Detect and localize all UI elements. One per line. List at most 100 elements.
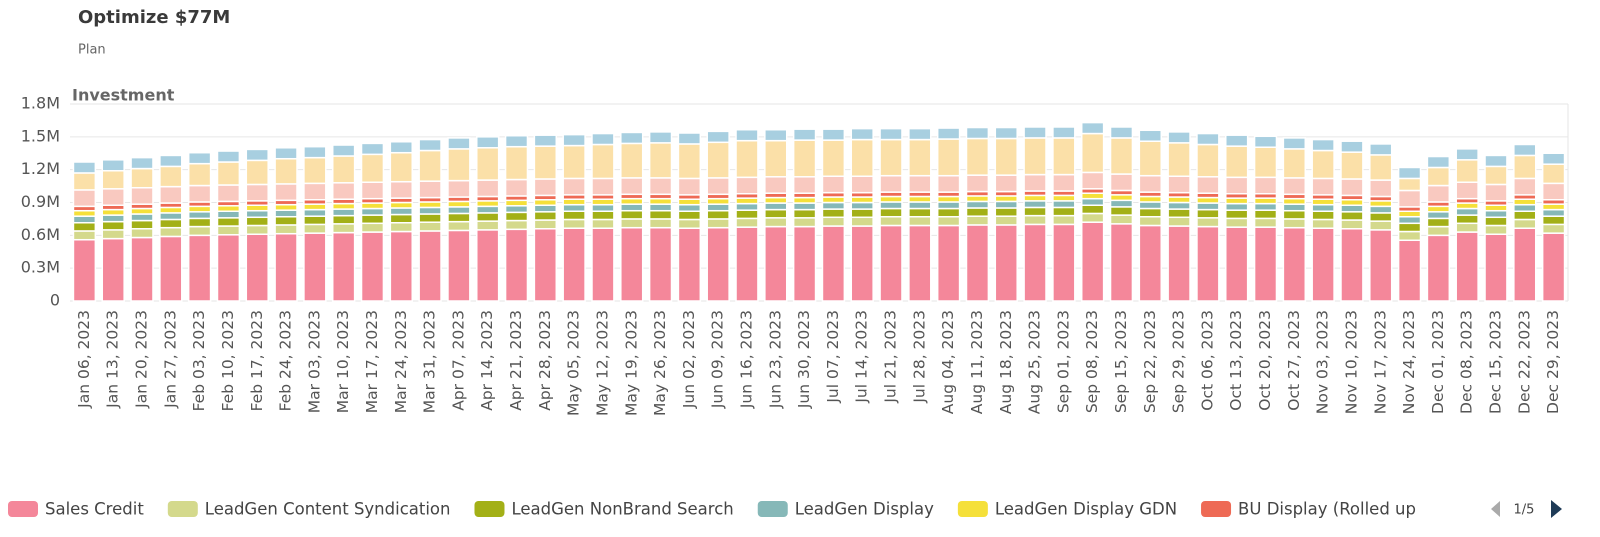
- bar-segment: [648, 177, 673, 196]
- bar-segment: [821, 225, 846, 302]
- x-tick-label: Dec 08, 2023: [1458, 310, 1476, 414]
- bar-segment: [850, 208, 874, 219]
- bar-segment: [591, 143, 615, 180]
- bar-segment: [1484, 165, 1508, 186]
- bar-segment: [908, 215, 932, 227]
- bar-segment: [245, 209, 269, 219]
- bar-segment: [476, 200, 500, 208]
- bar-segment: [1253, 135, 1278, 148]
- bar-segment: [216, 205, 241, 213]
- x-tick-label: Jan 20, 2023: [133, 310, 151, 409]
- bar-segment: [1023, 137, 1047, 176]
- x-tick-label: Aug 25, 2023: [1026, 310, 1044, 414]
- bar-segment: [1253, 209, 1278, 220]
- bar-segment: [159, 154, 183, 168]
- bar-segment: [1484, 209, 1508, 219]
- x-tick-label: May 05, 2023: [565, 310, 583, 416]
- x-tick-label: Jul 14, 2023: [853, 310, 871, 404]
- bar-segment: [72, 238, 97, 302]
- bar-segment: [1023, 214, 1047, 226]
- bar-segment: [1311, 138, 1335, 152]
- bar-segment: [1369, 143, 1393, 156]
- bar-segment: [792, 176, 817, 194]
- bar-segment: [360, 153, 385, 184]
- bar-segment: [706, 226, 730, 302]
- bar-segment: [331, 202, 356, 210]
- bar-segment: [274, 224, 298, 235]
- bar-segment: [1513, 227, 1537, 302]
- bar-segment: [418, 230, 442, 302]
- bar-segment: [1484, 154, 1508, 168]
- bar-segment: [1311, 227, 1335, 302]
- legend-swatch: [1201, 501, 1232, 517]
- bar-segment: [533, 199, 558, 206]
- legend-prev[interactable]: [1491, 501, 1500, 517]
- bar-segment: [1426, 166, 1451, 187]
- bar-segment: [1196, 196, 1220, 204]
- bar-segment: [648, 197, 673, 205]
- bar-segment: [1282, 226, 1307, 302]
- bar-segment: [533, 145, 558, 180]
- bar-segment: [1426, 211, 1451, 220]
- bar-segment: [1426, 205, 1451, 213]
- bar-segment: [130, 236, 154, 302]
- bar-segment: [1513, 210, 1537, 221]
- bar-segment: [735, 176, 759, 195]
- bar-segment: [764, 217, 788, 228]
- bar-segment: [1484, 224, 1508, 235]
- bar-segment: [1369, 179, 1393, 198]
- bar-segment: [245, 233, 269, 302]
- x-tick-label: May 26, 2023: [651, 310, 669, 416]
- bar-segment: [1340, 140, 1364, 153]
- bar-segment: [1225, 202, 1249, 211]
- bar-segment: [1282, 209, 1307, 220]
- bar-segment: [1426, 217, 1451, 228]
- bar-segment: [1080, 212, 1105, 223]
- bar-segment: [1167, 201, 1191, 210]
- y-tick-label: 0.9M: [21, 192, 60, 211]
- bar-segment: [504, 199, 529, 207]
- bar-segment: [216, 150, 241, 163]
- bar-segment: [72, 209, 97, 217]
- bar-segment: [1023, 194, 1047, 202]
- bar-segment: [1109, 223, 1134, 302]
- bar-segment: [850, 196, 874, 204]
- bar-segment: [101, 208, 125, 216]
- legend-next[interactable]: [1551, 500, 1562, 518]
- bar-segment: [303, 156, 327, 185]
- bar-segment: [965, 207, 990, 217]
- bar-segment: [965, 195, 990, 203]
- bar-segment: [1253, 146, 1278, 179]
- bar-segment: [591, 177, 615, 196]
- x-tick-label: Nov 10, 2023: [1342, 310, 1360, 414]
- bar-segment: [1225, 209, 1249, 220]
- bar-segment: [1138, 140, 1162, 177]
- bar-segment: [1138, 215, 1162, 227]
- bar-segment: [159, 226, 183, 238]
- bar-segment: [706, 177, 730, 196]
- x-tick-label: Jun 16, 2023: [737, 310, 755, 409]
- bar-segment: [418, 138, 442, 152]
- bar-segment: [331, 155, 356, 184]
- bar-segment: [591, 198, 615, 206]
- bar-segment: [792, 202, 817, 211]
- bar-segment: [1080, 192, 1105, 200]
- bar-segment: [504, 145, 529, 181]
- legend-label: LeadGen Display: [795, 500, 934, 519]
- bar-segment: [274, 209, 298, 218]
- bar-segment: [648, 203, 673, 212]
- bar-segment: [1397, 222, 1422, 233]
- bar-segment: [418, 206, 442, 215]
- bar-segment: [476, 229, 500, 302]
- bar-segment: [1225, 176, 1249, 195]
- bar-segment: [274, 215, 298, 226]
- bar-segment: [187, 162, 212, 187]
- bar-segment: [879, 174, 903, 193]
- bar-segment: [1484, 233, 1508, 302]
- bar-segment: [850, 138, 874, 177]
- bar-segment: [1541, 223, 1566, 234]
- y-tick-label: 1.8M: [21, 94, 60, 113]
- bar-segment: [274, 147, 298, 160]
- bar-segment: [1052, 126, 1076, 139]
- bar-segment: [72, 189, 97, 208]
